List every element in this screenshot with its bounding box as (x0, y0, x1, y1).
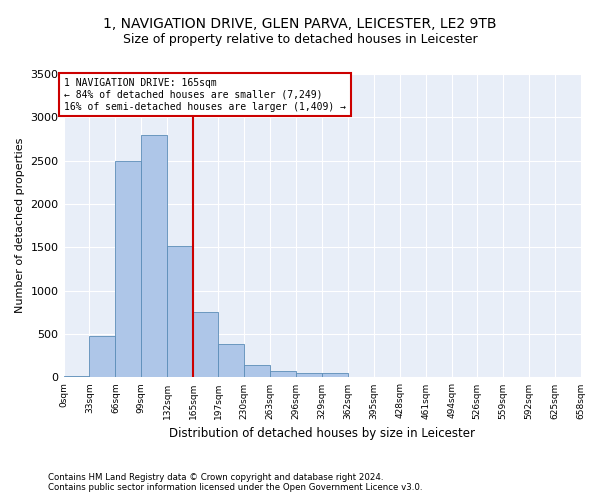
Bar (89, 336, 115, 378)
Text: Contains public sector information licensed under the Open Government Licence v3: Contains public sector information licen… (48, 484, 422, 492)
Bar (64, 376, 89, 378)
Bar (218, 344, 244, 378)
Bar (142, 134, 167, 378)
Bar (115, 160, 142, 378)
Bar (322, 372, 348, 378)
Text: Size of property relative to detached houses in Leicester: Size of property relative to detached ho… (122, 32, 478, 46)
Bar (244, 366, 270, 378)
X-axis label: Distribution of detached houses by size in Leicester: Distribution of detached houses by size … (169, 427, 475, 440)
Bar (296, 372, 322, 378)
Text: Contains HM Land Registry data © Crown copyright and database right 2024.: Contains HM Land Registry data © Crown c… (48, 472, 383, 482)
Bar (193, 312, 218, 378)
Y-axis label: Number of detached properties: Number of detached properties (15, 138, 25, 314)
Bar (270, 372, 296, 378)
Bar (167, 246, 193, 378)
Text: 1 NAVIGATION DRIVE: 165sqm
← 84% of detached houses are smaller (7,249)
16% of s: 1 NAVIGATION DRIVE: 165sqm ← 84% of deta… (64, 78, 346, 112)
Text: 1, NAVIGATION DRIVE, GLEN PARVA, LEICESTER, LE2 9TB: 1, NAVIGATION DRIVE, GLEN PARVA, LEICEST… (103, 18, 497, 32)
